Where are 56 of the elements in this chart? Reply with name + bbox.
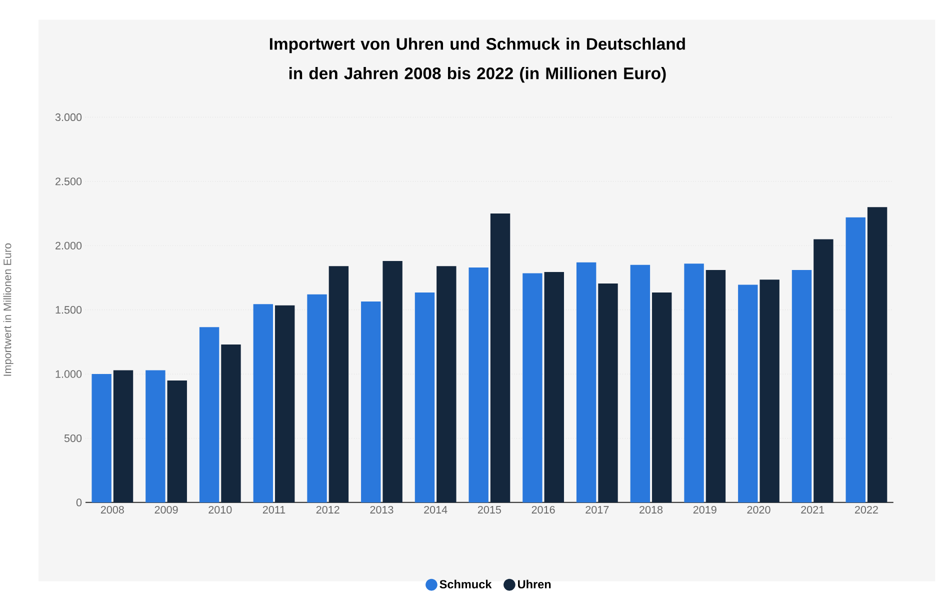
bar	[706, 270, 726, 502]
bar	[113, 370, 134, 502]
x-tick-label: 2019	[693, 506, 716, 514]
bar	[382, 261, 402, 502]
x-tick-label: 2009	[154, 506, 178, 514]
bar	[274, 305, 295, 502]
bar	[92, 374, 112, 502]
bar	[221, 344, 241, 502]
bar	[544, 272, 564, 502]
x-tick-label: 2021	[801, 506, 824, 514]
y-tick-label: 500	[64, 434, 82, 442]
x-tick-label: 2012	[316, 506, 340, 514]
bar	[468, 267, 488, 502]
bar	[598, 284, 618, 502]
bar	[253, 304, 274, 502]
y-axis-title: Importwert in Millionen Euro	[3, 243, 14, 376]
y-tick-label: 1.500	[56, 306, 82, 314]
x-tick-label: 2013	[370, 506, 394, 514]
x-tick-label: 2010	[208, 506, 232, 514]
legend-label: Schmuck	[440, 580, 492, 588]
x-tick-label: 2018	[640, 506, 663, 514]
bar	[199, 327, 220, 502]
x-tick-label: 2008	[100, 506, 124, 514]
x-tick-label: 2016	[532, 506, 555, 514]
bar	[307, 294, 327, 502]
bar	[414, 292, 435, 502]
bar	[361, 302, 381, 502]
y-tick-label: 3.000	[55, 113, 82, 122]
x-tick-label: 2015	[478, 506, 501, 514]
bar	[792, 270, 812, 502]
bar	[490, 214, 510, 502]
x-tick-label: 2022	[854, 506, 878, 514]
bar	[328, 266, 349, 502]
bar	[738, 284, 758, 502]
bar	[576, 262, 596, 502]
x-tick-label: 2011	[262, 506, 286, 514]
bar	[630, 264, 650, 502]
bar	[146, 370, 166, 502]
bar	[760, 280, 780, 502]
x-tick-label: 2020	[747, 506, 770, 514]
bar	[167, 380, 187, 502]
y-tick-label: 1.000	[56, 370, 82, 378]
x-tick-label: 2014	[424, 506, 448, 514]
y-tick-label: 2.500	[56, 178, 82, 186]
bar	[867, 207, 888, 502]
bar	[684, 264, 704, 502]
bar	[522, 273, 542, 502]
y-tick-label: 0	[76, 498, 82, 506]
y-tick-label: 2.000	[56, 242, 82, 250]
x-tick-label: 2017	[586, 506, 609, 514]
bar	[436, 266, 456, 502]
bar	[652, 292, 672, 502]
chart-title: Importwert von Uhren und Schmuck in Deutschland in den Jahren 2008 bis 2022 (in Millionen Euro)	[270, 38, 685, 83]
bar	[846, 217, 866, 502]
bar	[814, 239, 834, 502]
legend-label: Uhren	[518, 580, 551, 588]
